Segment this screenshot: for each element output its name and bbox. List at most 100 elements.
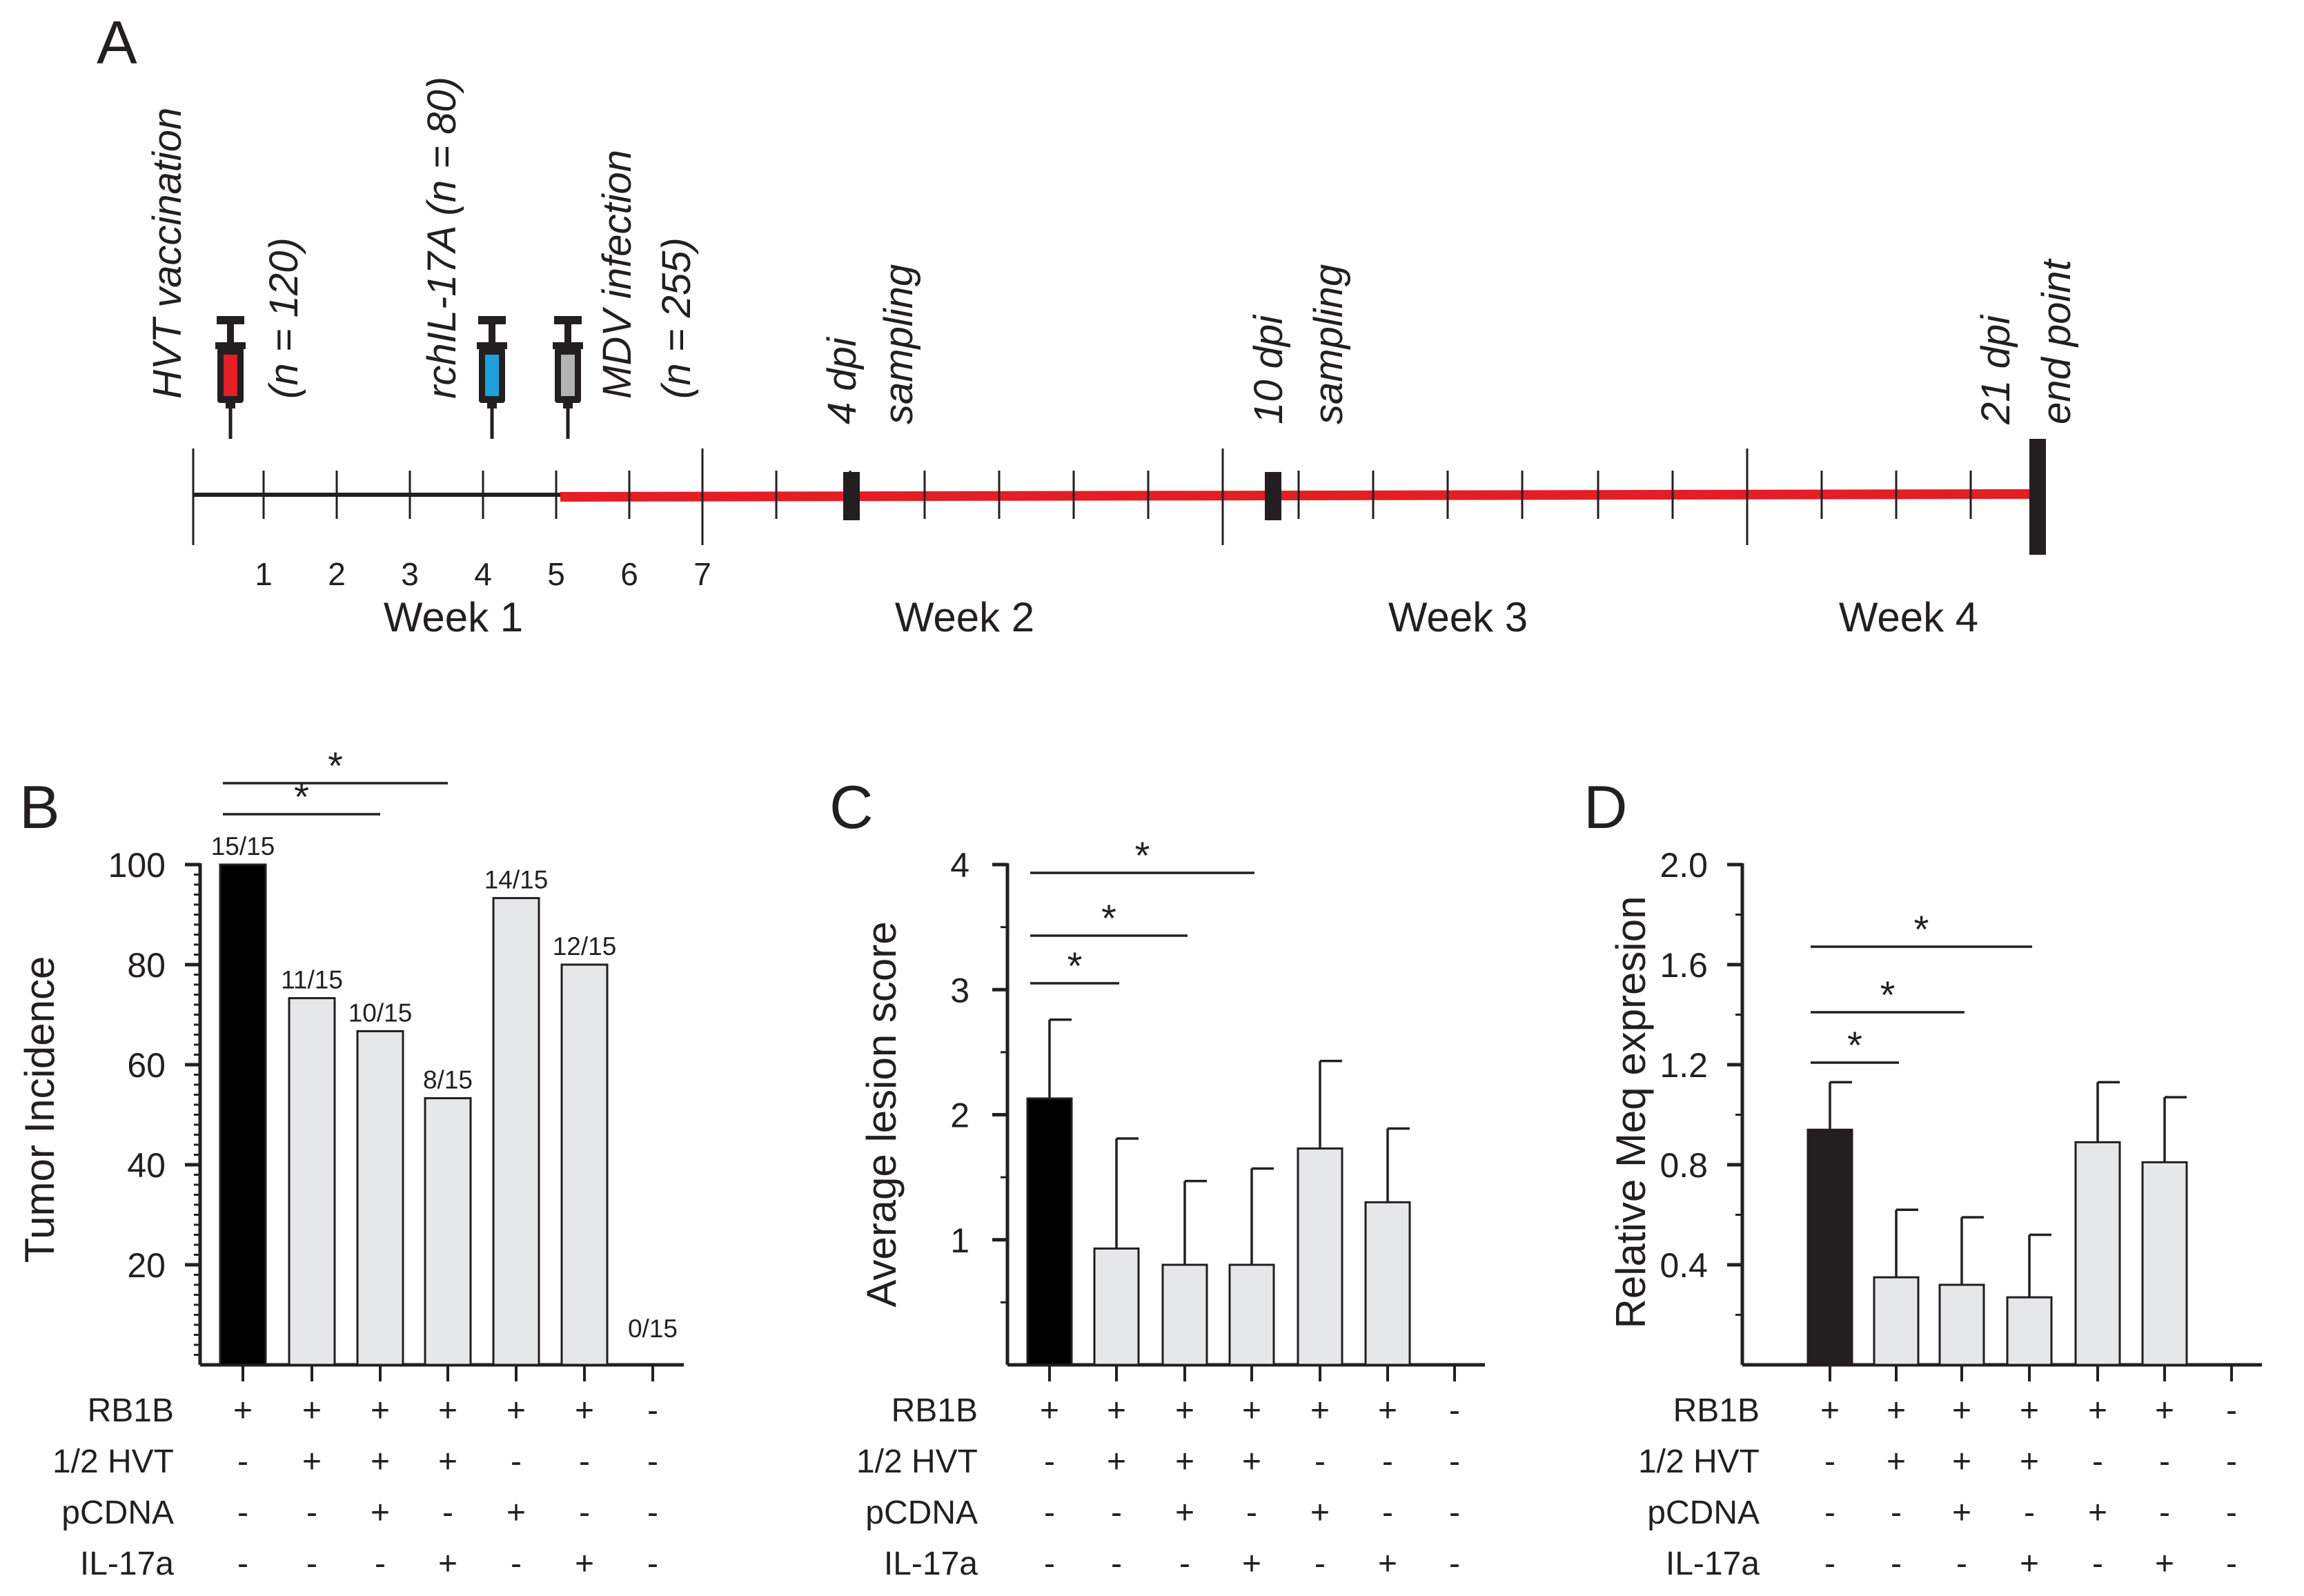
condition-symbol: + [371,1392,390,1429]
condition-symbol: + [2020,1546,2039,1582]
y-tick-label: 2.0 [1660,846,1708,885]
condition-symbol: + [233,1392,253,1429]
condition-row-label: IL-17a [80,1546,174,1582]
panel-b-condition-matrix: RB1B + + + + + + - 1/2 HVT - + + + - - - pCDNA - - + - + - - IL-… [52,1392,658,1582]
y-tick-label: 1 [950,1221,969,1260]
condition-symbol: + [1887,1392,1906,1429]
y-tick-label: 1.6 [1660,946,1708,985]
condition-symbol: + [2088,1392,2107,1429]
condition-symbol: - [375,1546,386,1582]
timeline: HVT vaccination (n = 120) rchIL-17A (n =… [145,77,2079,640]
condition-symbol: + [302,1444,322,1480]
bar [1364,1201,1411,1366]
condition-symbol: - [1449,1392,1460,1429]
bar [356,1029,404,1366]
condition-symbol: - [2092,1546,2103,1582]
condition-symbol: + [1952,1495,1971,1531]
bar-data-label: 11/15 [281,966,343,994]
condition-symbol: + [2155,1392,2174,1429]
panel-d-condition-matrix: RB1B + + + + + + - 1/2 HVT - + + + - - - pCDNA - - + - + - - IL-… [1638,1392,2237,1582]
condition-symbol: - [511,1444,522,1480]
week-label: Week 3 [1388,594,1528,640]
y-tick-label: 0.4 [1660,1246,1708,1285]
condition-symbol: + [371,1495,390,1531]
significance-star: * [1914,907,1929,951]
event-label-il17: rchIL-17A (n = 80) [420,77,464,399]
significance-star: * [1135,834,1150,877]
y-tick-label: 0.8 [1660,1146,1708,1185]
condition-symbol: + [371,1444,390,1480]
bar [1161,1263,1208,1366]
sampling-marker-10dpi [1265,472,1281,520]
y-tick-label: 3 [950,971,969,1009]
condition-symbol: - [1956,1546,1967,1582]
bar [1026,1097,1073,1366]
condition-symbol: + [302,1392,322,1429]
sampling-label-21dpi: 21 dpi [1973,314,2018,425]
condition-row-label: RB1B [892,1392,978,1429]
condition-row-label: pCDNA [1647,1495,1760,1531]
condition-symbol: + [1952,1444,1971,1480]
panel-letter-a: A [97,8,137,77]
condition-symbol: - [1891,1495,1902,1531]
condition-symbol: - [1044,1546,1055,1582]
y-tick-label: 80 [127,946,166,985]
condition-symbol: + [2020,1392,2039,1429]
condition-row-label: 1/2 HVT [52,1444,174,1480]
y-axis-title: Relative Meq expresion [1608,896,1654,1329]
condition-symbol: + [438,1546,457,1582]
condition-symbol: - [442,1495,453,1531]
panel-c-condition-matrix: RB1B + + + + + + - 1/2 HVT - + + + - - - pCDNA - - + - + - - IL-… [856,1392,1460,1582]
condition-symbol: + [575,1546,594,1582]
condition-symbol: - [1449,1546,1460,1582]
condition-symbol: + [1242,1392,1261,1429]
bar-data-label: 14/15 [484,866,549,894]
significance-star: * [1101,896,1116,940]
bar [219,863,267,1366]
condition-row-label: IL-17a [1666,1546,1760,1582]
syringe-icon [553,316,583,439]
condition-symbol: - [1111,1495,1122,1531]
day-number: 4 [474,556,492,592]
significance-star: * [294,775,309,818]
day-number: 5 [547,556,565,592]
sampling-sublabel-4dpi: sampling [876,264,921,424]
y-tick-label: 60 [127,1046,166,1085]
bar-data-label: 8/15 [423,1066,473,1094]
condition-row-label: RB1B [88,1392,174,1429]
condition-symbol: + [1175,1392,1194,1429]
event-sublabel-mdv: (n = 255) [654,237,699,399]
condition-symbol: + [1107,1444,1126,1480]
condition-symbol: - [2226,1392,2237,1429]
day-number: 7 [693,556,711,592]
y-axis-title: Average lesion score [858,921,905,1307]
y-axis-title: Tumor Incidence [17,956,63,1263]
significance-star: * [328,744,343,787]
event-label-hvt: HVT vaccination [145,108,190,399]
panel-b-tumor-incidence-chart: 20 40 60 80 100 Tumor Incidence 15/15 11/1510/1… [17,744,684,1381]
condition-row-label: pCDNA [61,1495,174,1531]
condition-symbol: + [2155,1546,2174,1582]
condition-symbol: - [579,1444,590,1480]
condition-symbol: - [1111,1546,1122,1582]
bar [492,897,540,1366]
week-label: Week 1 [384,594,523,640]
panel-letter-d: D [1584,773,1628,841]
bar [424,1097,472,1366]
bar-data-label: 12/15 [553,932,617,960]
condition-symbol: - [1044,1495,1055,1531]
sampling-sublabel-10dpi: sampling [1306,264,1351,424]
condition-symbol: - [1382,1495,1393,1531]
condition-symbol: + [2088,1495,2107,1531]
panel-letter-c: C [829,773,874,841]
condition-symbol: - [2024,1495,2035,1531]
day-number: 3 [401,556,419,592]
sampling-marker-21dpi [2029,439,2046,555]
day-number: 1 [255,556,273,592]
condition-symbol: + [1310,1495,1330,1531]
condition-symbol: - [1044,1444,1055,1480]
condition-row-label: IL-17a [884,1546,978,1582]
condition-symbol: - [647,1392,658,1429]
